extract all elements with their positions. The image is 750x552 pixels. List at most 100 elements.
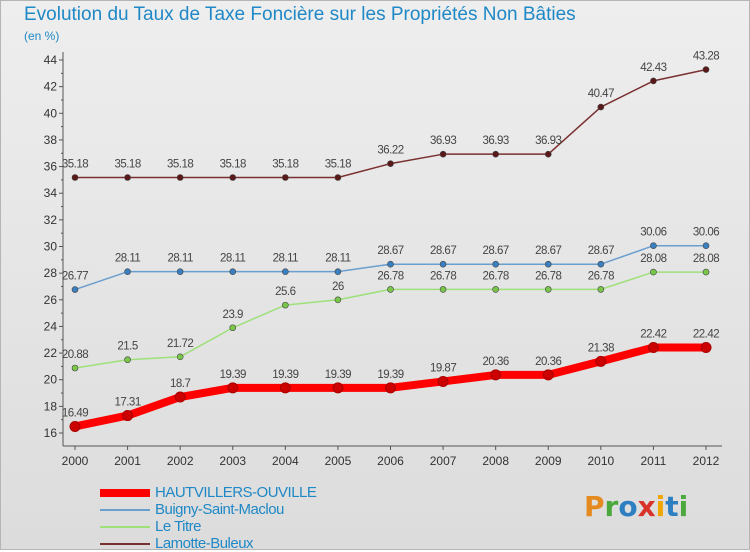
data-label: 22.42 bbox=[693, 328, 719, 340]
data-point bbox=[702, 242, 710, 250]
data-point bbox=[124, 356, 131, 364]
data-point bbox=[229, 324, 237, 332]
data-label: 19.39 bbox=[272, 369, 298, 381]
data-point bbox=[650, 77, 657, 85]
data-point bbox=[334, 296, 342, 304]
data-point bbox=[334, 174, 342, 181]
legend-label: Lamotte-Buleux bbox=[155, 535, 254, 552]
data-label: 21.5 bbox=[117, 341, 137, 353]
data-label: 20.36 bbox=[483, 356, 509, 368]
data-point bbox=[492, 286, 499, 293]
data-point bbox=[385, 382, 396, 394]
data-point bbox=[544, 260, 552, 268]
data-point bbox=[279, 382, 291, 394]
data-label: 18.7 bbox=[170, 378, 190, 390]
data-label: 16.49 bbox=[62, 407, 88, 419]
data-point bbox=[387, 260, 394, 268]
data-label: 28.67 bbox=[535, 245, 561, 257]
data-label: 30.06 bbox=[693, 227, 719, 239]
data-label: 28.67 bbox=[483, 245, 509, 257]
chart-subtitle: (en %) bbox=[24, 29, 60, 43]
data-label: 26 bbox=[332, 281, 344, 293]
data-point bbox=[439, 286, 447, 293]
data-point bbox=[650, 242, 657, 250]
data-point bbox=[437, 375, 449, 387]
data-point bbox=[542, 369, 554, 381]
data-label: 28.11 bbox=[273, 253, 299, 265]
data-label: 35.18 bbox=[167, 158, 193, 170]
data-point bbox=[332, 382, 344, 394]
legend-label: HAUTVILLERS-OUVILLE bbox=[155, 484, 317, 501]
data-label: 35.18 bbox=[220, 158, 246, 170]
data-point bbox=[439, 150, 447, 158]
y-tick-label: 26 bbox=[44, 293, 58, 307]
legend-swatch bbox=[100, 489, 150, 497]
data-label: 21.38 bbox=[588, 342, 614, 354]
data-point bbox=[122, 410, 134, 422]
data-point bbox=[71, 174, 79, 181]
logo-letter: o bbox=[618, 490, 638, 523]
logo-letter: r bbox=[604, 490, 619, 523]
data-label: 26.78 bbox=[535, 270, 561, 282]
data-label: 28.11 bbox=[325, 253, 351, 265]
data-point bbox=[71, 286, 79, 293]
data-label: 19.39 bbox=[325, 369, 351, 381]
logo-letter: i bbox=[655, 490, 666, 523]
data-label: 22.42 bbox=[640, 328, 666, 340]
data-label: 35.18 bbox=[62, 158, 88, 170]
data-label: 28.67 bbox=[377, 245, 403, 257]
data-point bbox=[229, 174, 237, 181]
data-point bbox=[439, 260, 447, 268]
x-tick-label: 2002 bbox=[167, 454, 194, 468]
y-tick-label: 16 bbox=[44, 426, 58, 440]
data-label: 28.11 bbox=[167, 253, 193, 265]
data-point bbox=[124, 174, 131, 181]
x-tick-label: 2003 bbox=[219, 454, 246, 468]
data-point bbox=[597, 260, 605, 268]
x-tick-label: 2012 bbox=[693, 454, 720, 468]
data-point bbox=[282, 174, 289, 181]
data-label: 21.72 bbox=[167, 338, 193, 350]
data-point bbox=[69, 420, 81, 432]
data-point bbox=[334, 268, 342, 275]
y-tick-label: 18 bbox=[44, 399, 58, 413]
data-label: 28.67 bbox=[588, 245, 614, 257]
y-tick-label: 36 bbox=[44, 160, 58, 174]
data-label: 26.78 bbox=[430, 270, 456, 282]
data-label: 26.78 bbox=[483, 270, 509, 282]
data-point bbox=[544, 150, 552, 158]
data-label: 26.77 bbox=[62, 271, 88, 283]
data-label: 28.08 bbox=[640, 253, 666, 265]
data-point bbox=[282, 301, 289, 309]
data-point bbox=[490, 369, 502, 381]
data-label: 28.11 bbox=[220, 253, 246, 265]
data-label: 35.18 bbox=[114, 158, 140, 170]
y-tick-label: 28 bbox=[44, 266, 58, 280]
chart-title: Evolution du Taux de Taxe Foncière sur l… bbox=[24, 4, 576, 25]
legend-swatch bbox=[100, 543, 150, 545]
data-label: 36.93 bbox=[483, 135, 509, 147]
data-label: 23.9 bbox=[223, 309, 243, 321]
data-point bbox=[174, 391, 186, 403]
data-label: 26.78 bbox=[377, 270, 403, 282]
data-point bbox=[282, 268, 289, 275]
data-point bbox=[492, 260, 499, 268]
x-tick-label: 2005 bbox=[325, 454, 352, 468]
data-point bbox=[702, 268, 710, 276]
y-tick-label: 44 bbox=[44, 53, 58, 67]
data-point bbox=[700, 341, 712, 353]
data-label: 42.43 bbox=[640, 62, 666, 74]
x-tick-label: 2011 bbox=[641, 454, 667, 468]
data-label: 35.18 bbox=[325, 158, 351, 170]
data-point bbox=[492, 150, 499, 158]
x-tick-label: 2010 bbox=[587, 454, 614, 468]
y-tick-label: 38 bbox=[44, 133, 58, 147]
data-point bbox=[650, 268, 657, 276]
data-point bbox=[597, 286, 605, 293]
logo-letter: x bbox=[637, 490, 656, 523]
y-tick-label: 34 bbox=[44, 186, 58, 200]
x-tick-label: 2007 bbox=[430, 454, 457, 468]
x-tick-label: 2000 bbox=[62, 454, 89, 468]
